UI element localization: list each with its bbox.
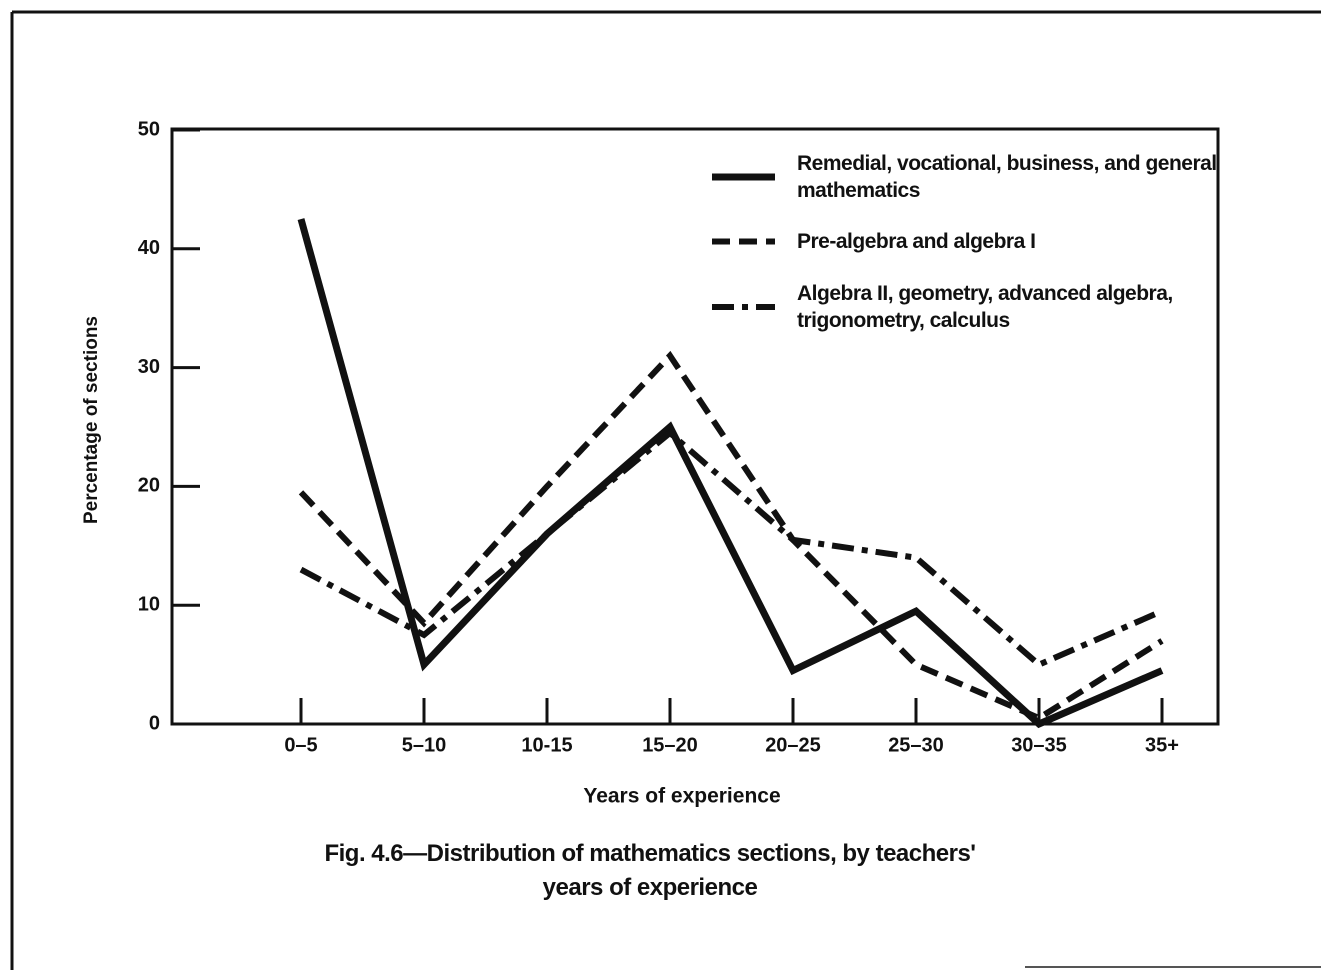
- x-tick-label: 10-15: [521, 734, 572, 756]
- series-line: [299, 429, 1164, 669]
- caption-line: years of experience: [542, 874, 758, 901]
- series-line: [298, 350, 1164, 722]
- legend-label: Pre-algebra and algebra I: [797, 230, 1036, 253]
- x-tick-label: 35+: [1145, 734, 1179, 756]
- x-tick-label: 25–30: [888, 734, 944, 756]
- y-axis-label: Percentage of sections: [81, 316, 102, 524]
- plot-frame: [170, 127, 1220, 726]
- y-tick-label: 20: [138, 475, 160, 497]
- legend-label: Algebra II, geometry, advanced algebra, …: [797, 282, 1173, 332]
- x-tick-label: 20–25: [765, 734, 821, 756]
- y-tick-label: 50: [138, 118, 160, 140]
- y-tick-label: 0: [149, 712, 160, 734]
- x-tick-label: 15–20: [642, 734, 698, 756]
- x-tick-label: 0–5: [284, 734, 317, 756]
- caption-line: Fig. 4.6—Distribution of mathematics sec…: [324, 840, 976, 867]
- x-axis-label: Years of experience: [583, 785, 780, 808]
- x-tick-label: 30–35: [1011, 734, 1067, 756]
- y-tick-label: 10: [138, 593, 160, 615]
- legend-label: Remedial, vocational, business, and gene…: [797, 152, 1217, 202]
- y-tick-label: 40: [138, 237, 160, 259]
- series-line: [297, 218, 1164, 729]
- x-tick-label: 5–10: [402, 734, 447, 756]
- y-tick-label: 30: [138, 356, 160, 378]
